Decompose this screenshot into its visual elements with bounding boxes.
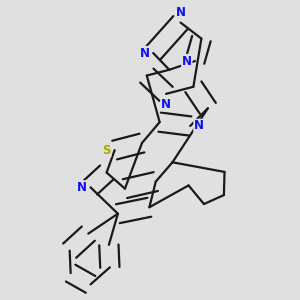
Text: N: N (194, 119, 204, 133)
Text: N: N (176, 6, 185, 19)
Text: N: N (140, 46, 150, 60)
Text: N: N (161, 98, 171, 111)
Text: N: N (77, 181, 87, 194)
Text: N: N (182, 55, 192, 68)
Text: S: S (102, 144, 111, 157)
